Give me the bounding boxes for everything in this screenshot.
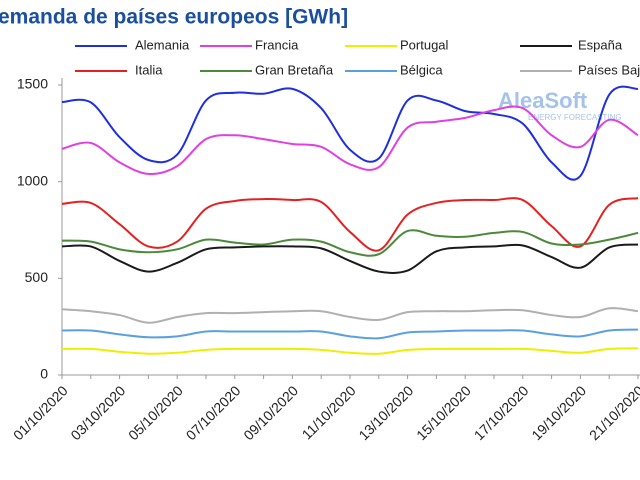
series-line [61,347,639,355]
x-tick-label: 19/10/2020 [528,382,589,443]
x-tick-label: 03/10/2020 [67,382,128,443]
legend-label: Italia [135,62,163,77]
legend-label: Alemania [135,37,190,52]
x-tick-label: 09/10/2020 [240,382,301,443]
x-tick-label: 15/10/2020 [413,382,474,443]
legend-label: Portugal [400,37,449,52]
legend-label: Gran Bretaña [255,62,334,77]
legend-label: España [578,37,623,52]
x-tick-label: 17/10/2020 [471,382,532,443]
legend-label: Bélgica [400,62,443,77]
series-line [61,197,639,252]
y-tick-label: 1000 [17,172,48,188]
x-tick-label: 05/10/2020 [125,382,186,443]
chart-title: emanda de países europeos [GWh] [0,6,348,29]
series-line [61,243,639,274]
x-tick-label: 21/10/2020 [586,382,640,443]
series-line [61,229,639,257]
legend-label: Países Bajos [578,62,640,77]
x-tick-label: 01/10/2020 [10,382,71,443]
watermark-subtitle: ENERGY FORECASTING [528,113,622,122]
y-tick-label: 500 [25,269,49,285]
legend-label: Francia [255,37,299,52]
x-tick-label: 11/10/2020 [299,382,359,442]
series-line [61,328,639,340]
series-line [61,85,639,181]
y-tick-label: 0 [40,366,48,382]
y-tick-label: 1500 [17,76,48,92]
x-tick-label: 13/10/2020 [355,382,416,443]
series-line [61,307,639,324]
series-line [61,105,639,176]
x-tick-label: 07/10/2020 [183,382,244,443]
watermark: AleaSoft [498,88,588,113]
